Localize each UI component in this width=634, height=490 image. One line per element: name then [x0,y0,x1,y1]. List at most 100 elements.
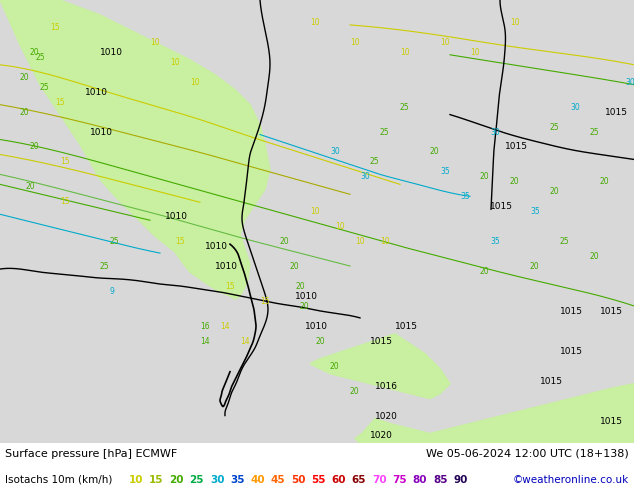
Text: 30: 30 [625,78,634,87]
Text: 30: 30 [570,102,579,112]
Text: 1015: 1015 [600,307,623,316]
Polygon shape [0,0,270,299]
Text: 15: 15 [260,297,269,306]
Text: 10: 10 [310,207,320,216]
Text: 15: 15 [60,197,70,206]
Text: 25: 25 [590,127,600,137]
Polygon shape [310,334,450,398]
Text: 25: 25 [560,237,569,246]
Text: 1010: 1010 [90,127,113,137]
Text: 35: 35 [440,168,450,176]
Text: 25: 25 [190,475,204,485]
Text: 60: 60 [332,475,346,485]
Text: 20: 20 [20,73,30,82]
Text: 75: 75 [392,475,407,485]
Text: 10: 10 [310,18,320,27]
Polygon shape [355,384,634,443]
Text: 1010: 1010 [215,262,238,271]
Text: 20: 20 [350,387,359,395]
Text: 1010: 1010 [205,242,228,251]
Text: 10: 10 [440,38,450,47]
Text: 10: 10 [170,58,179,67]
Text: 35: 35 [460,192,470,201]
Text: 1015: 1015 [560,347,583,356]
Text: 1015: 1015 [395,322,418,331]
Text: 1010: 1010 [100,48,123,57]
Text: 45: 45 [271,475,285,485]
Text: 30: 30 [490,127,500,137]
Text: 14: 14 [200,337,210,346]
Text: 25: 25 [550,122,560,131]
Text: 1020: 1020 [370,432,393,441]
Text: 10: 10 [355,237,365,246]
Text: 20: 20 [530,262,540,271]
Text: 1020: 1020 [375,412,398,420]
Text: 9: 9 [110,287,115,296]
Text: 20: 20 [30,143,39,151]
Text: 40: 40 [250,475,265,485]
Text: 20: 20 [300,302,309,311]
Text: 10: 10 [470,48,480,57]
Text: 25: 25 [380,127,390,137]
Text: 20: 20 [480,172,489,181]
Text: 25: 25 [400,102,410,112]
Text: 14: 14 [220,322,230,331]
Text: 90: 90 [453,475,468,485]
Text: 20: 20 [315,337,325,346]
Text: 1015: 1015 [540,377,563,386]
Text: 25: 25 [100,262,110,271]
Text: 35: 35 [530,207,540,216]
Text: 1010: 1010 [305,322,328,331]
Text: 1010: 1010 [165,212,188,221]
Text: 1010: 1010 [85,88,108,97]
Text: Isotachs 10m (km/h): Isotachs 10m (km/h) [5,475,112,485]
Text: 15: 15 [55,98,65,107]
Text: 65: 65 [352,475,366,485]
Text: ©weatheronline.co.uk: ©weatheronline.co.uk [513,475,629,485]
Text: 35: 35 [490,237,500,246]
Text: 1015: 1015 [605,108,628,117]
Text: 10: 10 [129,475,143,485]
Text: 20: 20 [30,48,39,57]
Text: 10: 10 [335,222,345,231]
Text: 15: 15 [60,157,70,167]
Text: 10: 10 [510,18,520,27]
Text: 15: 15 [225,282,235,291]
Text: 20: 20 [480,267,489,276]
Text: We 05-06-2024 12:00 UTC (18+138): We 05-06-2024 12:00 UTC (18+138) [426,449,629,459]
Text: 1015: 1015 [600,416,623,425]
Text: 20: 20 [510,177,520,186]
Text: 10: 10 [190,78,200,87]
Text: 50: 50 [291,475,306,485]
Text: 30: 30 [330,147,340,156]
Text: 20: 20 [295,282,304,291]
Text: 25: 25 [40,83,49,92]
Text: 1015: 1015 [505,143,528,151]
Text: 30: 30 [210,475,224,485]
Text: 1015: 1015 [490,202,513,211]
Text: 20: 20 [290,262,300,271]
Text: 10: 10 [400,48,410,57]
Text: 14: 14 [240,337,250,346]
Text: 20: 20 [590,252,600,261]
Text: 1015: 1015 [370,337,393,346]
Text: 1016: 1016 [375,382,398,391]
Text: 30: 30 [360,172,370,181]
Text: 15: 15 [175,237,184,246]
Text: 20: 20 [169,475,184,485]
Text: 80: 80 [413,475,427,485]
Text: 1015: 1015 [560,307,583,316]
Text: 20: 20 [550,187,560,196]
Text: 25: 25 [370,157,380,167]
Text: 25: 25 [35,53,44,62]
Text: 20: 20 [430,147,439,156]
Text: 10: 10 [380,237,390,246]
Text: 20: 20 [25,182,35,191]
Text: 15: 15 [50,23,60,32]
Text: 70: 70 [372,475,387,485]
Text: 16: 16 [200,322,210,331]
Text: 55: 55 [311,475,326,485]
Text: 10: 10 [150,38,160,47]
Text: 35: 35 [230,475,245,485]
Text: 10: 10 [350,38,359,47]
